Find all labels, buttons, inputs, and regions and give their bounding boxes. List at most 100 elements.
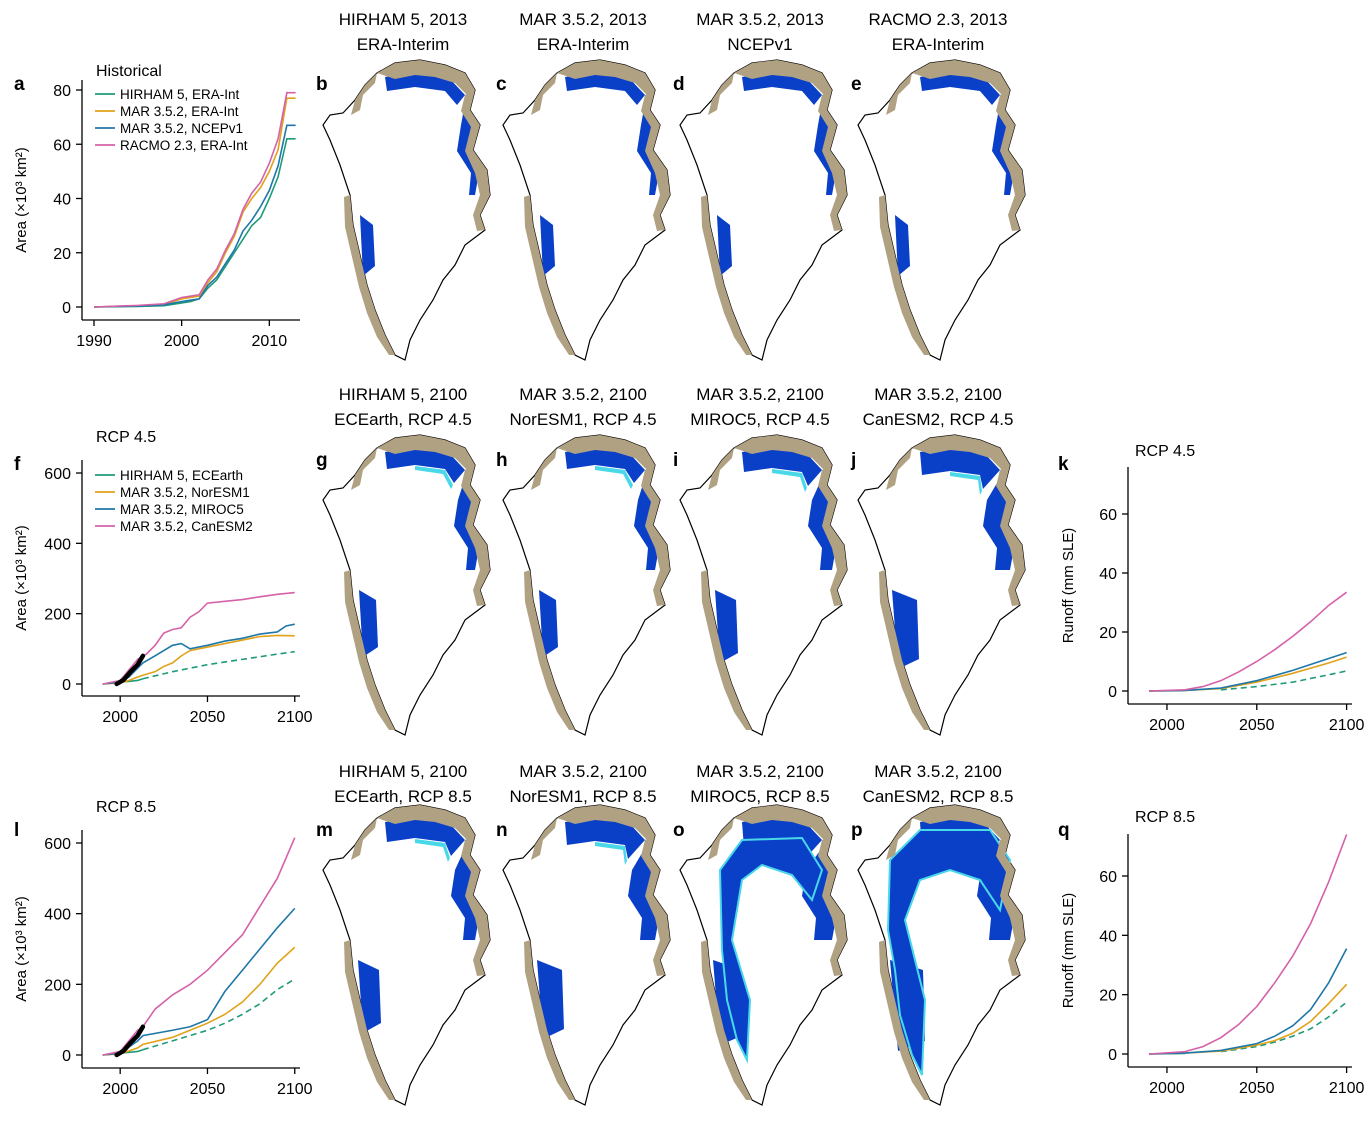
series-line-f-2	[102, 623, 295, 685]
runoff-zone-east	[457, 103, 479, 195]
y-axis-label-q: Runoff (mm SLE)	[1060, 893, 1077, 1009]
y-tick-label-a: 80	[53, 83, 71, 100]
map-title-g: HIRHAM 5, 2100	[339, 385, 468, 404]
map-panel-p	[857, 804, 1026, 1106]
series-line-f-1	[102, 634, 295, 685]
x-tick-label-l: 2100	[277, 1081, 313, 1098]
chart-title-q: RCP 8.5	[1135, 809, 1195, 826]
land-north-coast	[557, 805, 655, 840]
series-line-q-2	[1148, 948, 1348, 1055]
land-east-coast	[461, 90, 490, 231]
map-panel-h	[502, 434, 671, 736]
map-title-d: MAR 3.5.2, 2013	[696, 10, 824, 29]
ice-sheet-outline	[857, 59, 1026, 361]
map-panel-o	[679, 804, 848, 1106]
y-tick-label-f: 400	[44, 536, 71, 553]
y-tick-label-l: 200	[44, 977, 71, 994]
x-tick-label-l: 2000	[102, 1081, 138, 1098]
y-tick-label-l: 0	[62, 1048, 71, 1065]
panel-label-k: k	[1058, 454, 1069, 475]
extra-zone-fringe	[415, 839, 450, 862]
x-tick-label-a: 2000	[164, 333, 200, 350]
panel-label-g: g	[316, 450, 328, 471]
legend-entry-a: HIRHAM 5, ERA-Int	[120, 87, 240, 102]
ice-sheet-outline	[502, 804, 671, 1106]
x-tick-label-k: 2000	[1149, 717, 1185, 734]
y-tick-label-l: 600	[44, 836, 71, 853]
land-east-coast	[461, 465, 490, 606]
runoff-zone-west	[895, 215, 910, 276]
runoff-zone-north	[385, 73, 465, 105]
chart-title-k: RCP 4.5	[1135, 443, 1195, 460]
map-title-o: MAR 3.5.2, 2100	[696, 762, 824, 781]
map-title-c: MAR 3.5.2, 2013	[519, 10, 647, 29]
y-axis-label-k: Runoff (mm SLE)	[1060, 528, 1077, 644]
series-observed-f	[114, 653, 146, 687]
land-west-coast	[701, 448, 752, 730]
land-west-coast	[524, 73, 575, 355]
map-subtitle-d: NCEPv1	[727, 35, 792, 54]
land-west-coast	[344, 818, 395, 1100]
land-west-coast	[879, 448, 930, 730]
land-west-coast	[879, 73, 930, 355]
map-subtitle-i: MIROC5, RCP 4.5	[690, 410, 830, 429]
x-tick-label-k: 2100	[1329, 717, 1365, 734]
legend-entry-f: HIRHAM 5, ECEarth	[120, 468, 243, 483]
map-panel-c	[502, 59, 671, 361]
runoff-zone-west	[715, 590, 738, 663]
y-tick-label-k: 20	[1099, 625, 1117, 642]
series-line-a-3	[93, 91, 296, 308]
runoff-zone-west	[717, 215, 732, 276]
series-line-k-2	[1148, 651, 1347, 692]
land-east-coast	[641, 835, 670, 976]
land-north-coast	[734, 435, 832, 470]
land-west-coast	[344, 448, 395, 730]
runoff-zone-north	[565, 73, 645, 105]
series-line-l-1	[102, 946, 296, 1056]
map-panel-d	[679, 59, 848, 361]
y-tick-label-f: 0	[62, 677, 71, 694]
runoff-zone-north	[742, 73, 822, 105]
extra-zone-fringe	[415, 466, 453, 489]
chart-title-f: RCP 4.5	[96, 429, 156, 446]
land-east-coast	[996, 835, 1025, 976]
runoff-zone-east	[814, 103, 836, 195]
runoff-zone-north	[385, 818, 465, 856]
y-axis-label-a: Area (×10³ km²)	[13, 147, 30, 252]
panel-label-n: n	[496, 820, 508, 841]
legend-entry-f: MAR 3.5.2, MIROC5	[120, 502, 244, 517]
panel-label-j: j	[850, 450, 856, 471]
x-tick-label-q: 2050	[1239, 1080, 1275, 1097]
ice-sheet-outline	[322, 434, 491, 736]
map-title-i: MAR 3.5.2, 2100	[696, 385, 824, 404]
y-tick-label-a: 60	[53, 137, 71, 154]
x-tick-label-q: 2000	[1149, 1080, 1185, 1097]
y-tick-label-a: 40	[53, 192, 71, 209]
panel-label-i: i	[673, 450, 678, 471]
y-tick-label-a: 20	[53, 246, 71, 263]
map-subtitle-p: CanESM2, RCP 8.5	[863, 787, 1014, 806]
map-panel-g	[322, 434, 491, 736]
y-tick-label-f: 600	[44, 466, 71, 483]
panel-label-q: q	[1058, 820, 1070, 841]
series-line-q-3	[1148, 834, 1348, 1055]
chart-title-l: RCP 8.5	[96, 799, 156, 816]
map-title-b: HIRHAM 5, 2013	[339, 10, 468, 29]
chart-panel-k: k RCP 4.5 2000 2050 2100 0 20 40 60 Runoff (mm SL…	[1058, 443, 1365, 734]
panel-label-b: b	[316, 74, 328, 95]
runoff-zone-north	[565, 448, 645, 483]
land-east-coast	[996, 90, 1025, 231]
chart-title-a: Historical	[96, 63, 162, 80]
runoff-zone-east	[637, 103, 659, 195]
series-line-l-3	[102, 837, 296, 1056]
series-line-dashed-f-0	[142, 650, 295, 680]
panel-label-l: l	[14, 820, 19, 841]
panel-label-c: c	[496, 74, 507, 95]
map-panel-i	[679, 434, 848, 736]
ice-sheet-outline	[322, 59, 491, 361]
y-tick-label-q: 60	[1099, 869, 1117, 886]
y-tick-label-q: 40	[1099, 928, 1117, 945]
land-north-coast	[734, 805, 832, 840]
land-east-coast	[641, 90, 670, 231]
